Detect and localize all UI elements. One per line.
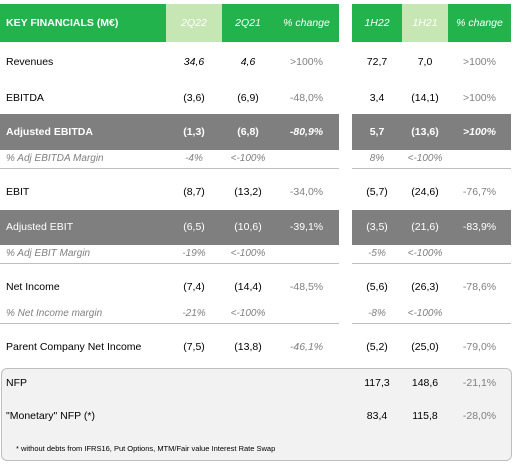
- cell: -5%: [368, 248, 386, 259]
- row-label: "Monetary" NFP (*): [6, 410, 95, 422]
- cell: 72,7: [366, 56, 388, 68]
- cell: (5,6): [366, 281, 388, 293]
- cell: <-100%: [407, 153, 443, 164]
- row-label: Adjusted EBITDA: [6, 126, 93, 138]
- cell: 83,4: [366, 410, 388, 422]
- cell: 115,8: [412, 410, 438, 422]
- cell: (5,2): [366, 341, 388, 353]
- cell: (21,6): [411, 221, 439, 233]
- cell: (3,5): [366, 221, 388, 233]
- cell: 7,0: [417, 56, 433, 68]
- row-label: Parent Company Net Income: [6, 341, 142, 353]
- col-1h21-header: 1H21: [402, 4, 448, 42]
- cell: >100%: [463, 56, 496, 68]
- cell: (14,1): [411, 92, 439, 104]
- cell: (25,0): [411, 341, 439, 353]
- cell: 34,6: [183, 56, 205, 68]
- table-header-right: 1H22 1H21 % change: [352, 4, 511, 42]
- cell: 8%: [369, 153, 385, 164]
- row-label: Net Income: [6, 281, 60, 293]
- cell: 3,4: [369, 92, 385, 104]
- cell: <-100%: [230, 308, 266, 319]
- nfp-section: [1, 368, 512, 461]
- cell: -48,0%: [289, 92, 324, 104]
- row-label: Adjusted EBIT: [6, 221, 74, 233]
- cell: (8,7): [183, 186, 205, 198]
- col-2q22-header: 2Q22: [166, 4, 222, 42]
- cell: <-100%: [230, 248, 266, 259]
- footnote: * without debts from IFRS16, Put Options…: [16, 444, 276, 453]
- cell: (13,8): [234, 341, 262, 353]
- adjusted-ebitda-band-left: [0, 114, 339, 150]
- table-header-left: KEY FINANCIALS (M€) 2Q22 2Q21 % change: [0, 4, 339, 42]
- cell: (13,2): [234, 186, 262, 198]
- col-1h22-header: 1H22: [364, 17, 390, 29]
- adjusted-ebit-band-left: [0, 210, 339, 245]
- cell: (7,5): [183, 341, 205, 353]
- cell: (14,4): [234, 281, 262, 293]
- cell: -8%: [368, 308, 386, 319]
- cell: <-100%: [407, 308, 443, 319]
- col-change-q-header: % change: [283, 17, 330, 29]
- cell: -34,0%: [289, 186, 324, 198]
- row-label: % Adj EBIT Margin: [6, 248, 91, 259]
- cell: -4%: [185, 153, 203, 164]
- cell: -48,5%: [289, 281, 324, 293]
- cell: -83,9%: [462, 221, 497, 233]
- cell: -21%: [182, 308, 206, 319]
- row-label: % Net Income margin: [6, 308, 103, 319]
- col-change-h-header: % change: [456, 17, 503, 29]
- cell: (5,7): [366, 186, 388, 198]
- adjusted-ebit-band-right: [352, 210, 511, 245]
- cell: -76,7%: [462, 186, 497, 198]
- adjusted-ebitda-band-right: [352, 114, 511, 150]
- cell: <-100%: [407, 248, 443, 259]
- cell: (13,6): [411, 126, 439, 138]
- cell: (6,8): [237, 126, 259, 138]
- row-label: EBITDA: [6, 92, 44, 104]
- table-title: KEY FINANCIALS (M€): [6, 17, 119, 29]
- cell: (6,5): [183, 221, 205, 233]
- cell: 117,3: [364, 377, 390, 389]
- cell: 5,7: [369, 126, 385, 138]
- row-label: EBIT: [6, 186, 30, 198]
- col-2q21-header: 2Q21: [235, 17, 261, 29]
- cell: -28,0%: [462, 410, 497, 422]
- cell: -78,6%: [462, 281, 497, 293]
- cell: >100%: [290, 56, 323, 68]
- row-label: NFP: [6, 377, 27, 389]
- cell: (26,3): [411, 281, 439, 293]
- cell: -79,0%: [462, 341, 497, 353]
- cell: (10,6): [234, 221, 262, 233]
- cell: >100%: [463, 92, 496, 104]
- cell: (24,6): [411, 186, 439, 198]
- cell: -19%: [182, 248, 206, 259]
- cell: -21,1%: [462, 377, 497, 389]
- cell: -80,9%: [289, 126, 324, 138]
- cell: -39,1%: [289, 221, 324, 233]
- cell: (1,3): [183, 126, 205, 138]
- cell: 148,6: [411, 377, 439, 389]
- cell: (3,6): [183, 92, 205, 104]
- cell: (6,9): [237, 92, 259, 104]
- cell: <-100%: [230, 153, 266, 164]
- cell: (7,4): [183, 281, 205, 293]
- row-label: % Adj EBITDA Margin: [6, 153, 104, 164]
- cell: >100%: [463, 126, 496, 138]
- row-label: Revenues: [6, 56, 54, 68]
- cell: -46,1%: [289, 341, 324, 353]
- cell: 4,6: [240, 56, 256, 68]
